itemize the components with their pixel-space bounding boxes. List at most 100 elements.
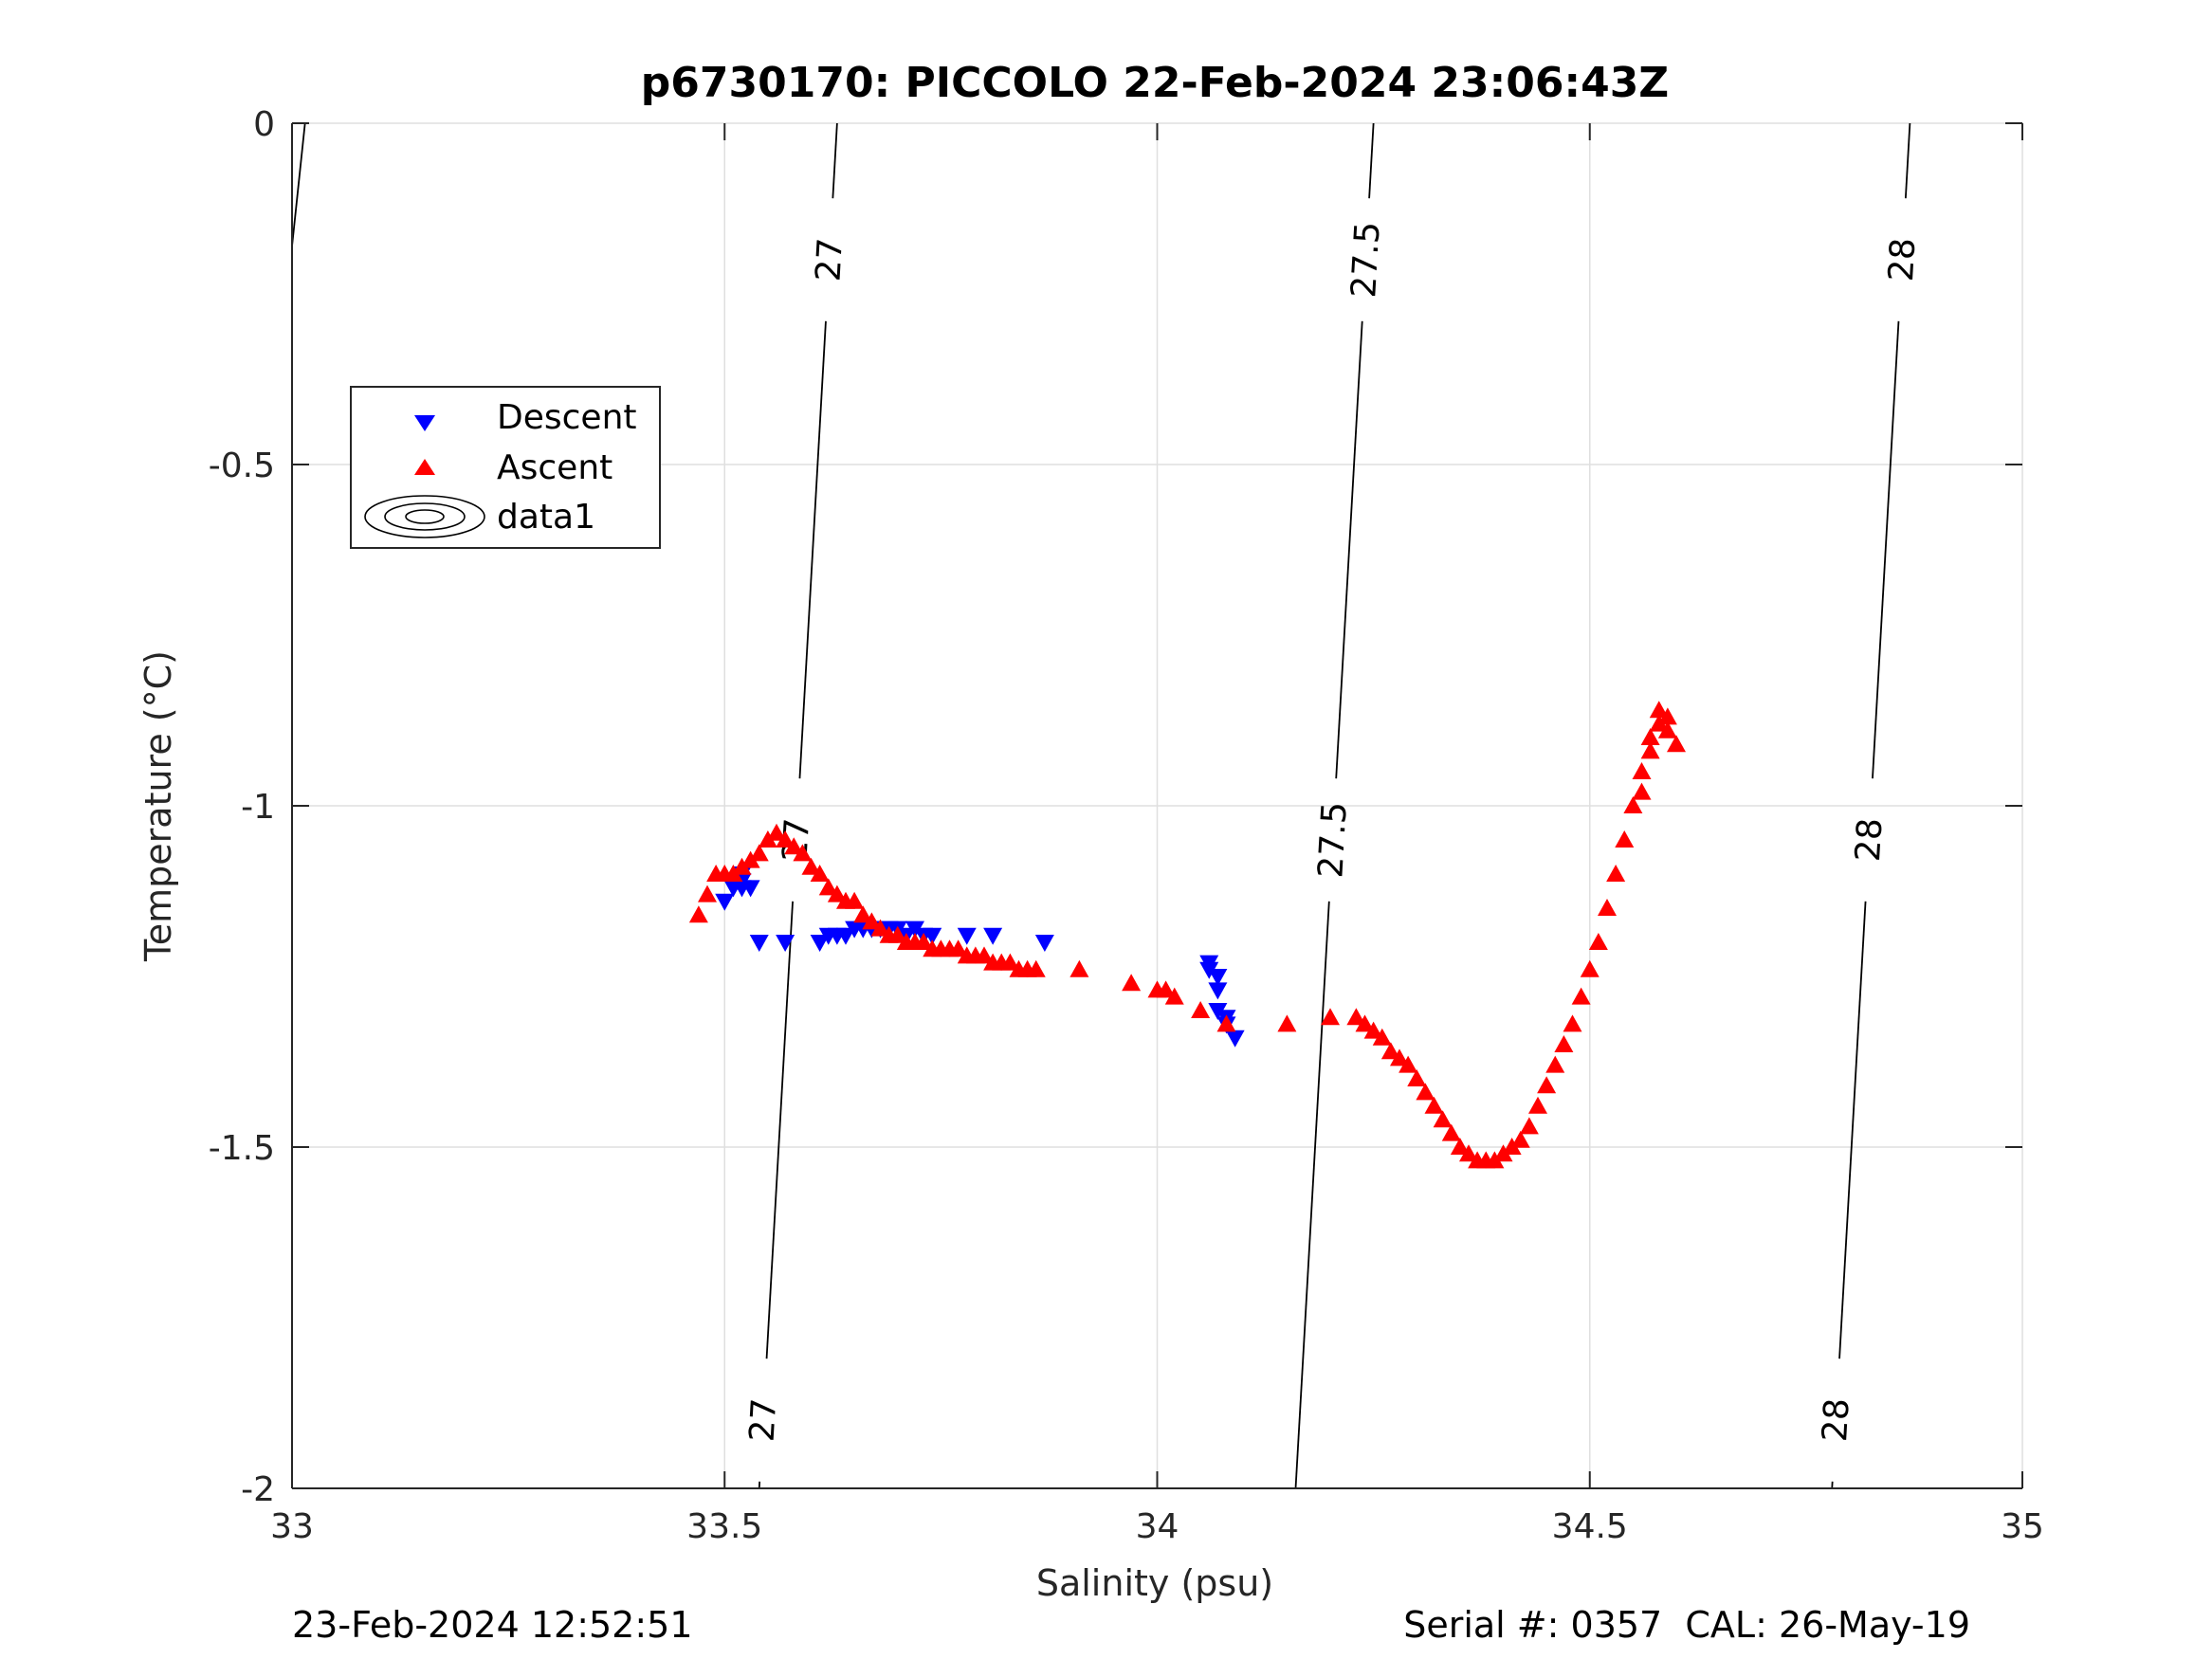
ascent-point xyxy=(784,837,804,855)
ascent-point xyxy=(1216,1014,1236,1032)
legend-ascent-marker xyxy=(414,459,435,475)
ascent-point xyxy=(845,891,865,909)
contour-line xyxy=(798,320,827,779)
ascent-point xyxy=(1519,1117,1539,1135)
y-axis-ticks: -2 -1.5 -1 -0.5 0 xyxy=(209,105,2022,1509)
ascent-point xyxy=(1277,1014,1297,1032)
ascent-point xyxy=(1640,728,1660,745)
descent-point xyxy=(1034,935,1054,952)
contour-line xyxy=(1838,901,1867,1359)
ascent-point xyxy=(1026,959,1046,977)
ascent-point xyxy=(1545,1055,1565,1073)
descent-point xyxy=(1199,961,1219,979)
ascent-point xyxy=(758,830,777,848)
ascent-point xyxy=(1363,1021,1383,1039)
footer-timestamp: 23-Feb-2024 12:52:51 xyxy=(292,1604,693,1646)
y-tick-label: -1 xyxy=(241,788,275,827)
ascent-point xyxy=(1580,959,1600,977)
ascent-point xyxy=(1657,707,1677,725)
contour-label: 28 xyxy=(1816,1397,1857,1443)
ascent-point xyxy=(914,933,934,950)
contour-line xyxy=(1335,320,1363,779)
ascent-point xyxy=(1380,1042,1400,1060)
ascent-point xyxy=(688,905,708,923)
contour-line xyxy=(1904,123,1911,199)
ascent-point xyxy=(827,884,847,902)
ascent-point xyxy=(801,857,821,875)
contour-line xyxy=(1294,901,1330,1488)
ascent-point xyxy=(853,905,873,923)
ascent-point xyxy=(698,884,717,902)
footer-serial-cal: Serial #: 0357 CAL: 26-May-19 xyxy=(1403,1604,1970,1646)
legend-descent-label: Descent xyxy=(497,398,637,437)
ascent-point xyxy=(732,857,752,875)
ascent-point xyxy=(793,844,813,862)
descent-point xyxy=(923,927,942,945)
descent-point xyxy=(1208,969,1228,986)
descent-point xyxy=(715,893,735,911)
ascent-point xyxy=(1598,899,1617,916)
descent-point xyxy=(749,935,769,952)
legend-contour-icon xyxy=(364,495,485,538)
ascent-point xyxy=(1649,701,1669,719)
descent-point xyxy=(1208,982,1228,1000)
contour-label: 27.5 xyxy=(1344,221,1387,299)
chart-title: p6730170: PICCOLO 22-Feb-2024 23:06:43Z xyxy=(641,59,1669,107)
ascent-point xyxy=(1450,1138,1470,1155)
x-tick-label: 35 xyxy=(2001,1507,2044,1546)
ascent-point xyxy=(1493,1144,1513,1162)
contour-label: 28 xyxy=(1849,817,1891,863)
ascent-point xyxy=(749,844,769,862)
legend: Descent Ascent data1 xyxy=(350,386,661,549)
ascent-point xyxy=(1416,1083,1435,1101)
ascent-point xyxy=(1657,720,1677,738)
ascent-point xyxy=(1122,974,1142,992)
ascent-point xyxy=(1424,1096,1444,1114)
contour-line xyxy=(832,123,838,199)
y-tick-label: -2 xyxy=(241,1470,275,1509)
ascent-point xyxy=(1623,796,1643,813)
ascent-point xyxy=(862,912,882,930)
descent-point xyxy=(957,927,977,945)
ascent-point xyxy=(1606,865,1626,882)
ascent-point xyxy=(767,823,786,841)
ascent-point xyxy=(1459,1144,1478,1162)
ascent-point xyxy=(1407,1069,1427,1086)
ascent-point xyxy=(1537,1076,1557,1094)
ascent-point xyxy=(1441,1123,1461,1141)
ascent-point xyxy=(975,946,994,964)
y-tick-label: -1.5 xyxy=(209,1129,275,1168)
ascent-point xyxy=(870,919,890,937)
data-markers xyxy=(688,701,1686,1169)
ascent-point xyxy=(1346,1008,1366,1026)
ascent-point xyxy=(776,830,795,848)
descent-point xyxy=(1208,1003,1228,1020)
ascent-point xyxy=(1000,953,1020,971)
descent-point xyxy=(810,935,830,952)
x-axis-ticks: 33 33.5 34 34.5 35 xyxy=(270,123,2044,1546)
ascent-point xyxy=(1563,1014,1582,1032)
ascent-point xyxy=(1502,1138,1522,1155)
ascent-point xyxy=(1554,1035,1574,1052)
ascent-point xyxy=(1485,1151,1505,1169)
x-tick-label: 33.5 xyxy=(686,1507,762,1546)
ascent-point xyxy=(1321,1008,1340,1026)
descent-point xyxy=(776,935,795,952)
descent-point xyxy=(983,927,1003,945)
x-axis-label: Salinity (psu) xyxy=(1036,1562,1273,1604)
ascent-point xyxy=(1390,1048,1409,1066)
ascent-point xyxy=(1528,1096,1547,1114)
y-axis-label: Temperature (°C) xyxy=(137,650,179,962)
descent-point xyxy=(905,921,924,939)
ascent-point xyxy=(1156,980,1176,998)
contour-line xyxy=(292,123,306,246)
ascent-point xyxy=(1667,735,1686,753)
x-tick-label: 34 xyxy=(1136,1507,1179,1546)
ascent-point xyxy=(810,865,830,882)
descent-point xyxy=(1225,1030,1245,1048)
legend-box xyxy=(350,386,661,549)
ascent-point xyxy=(1615,830,1635,848)
ascent-point xyxy=(723,865,743,882)
